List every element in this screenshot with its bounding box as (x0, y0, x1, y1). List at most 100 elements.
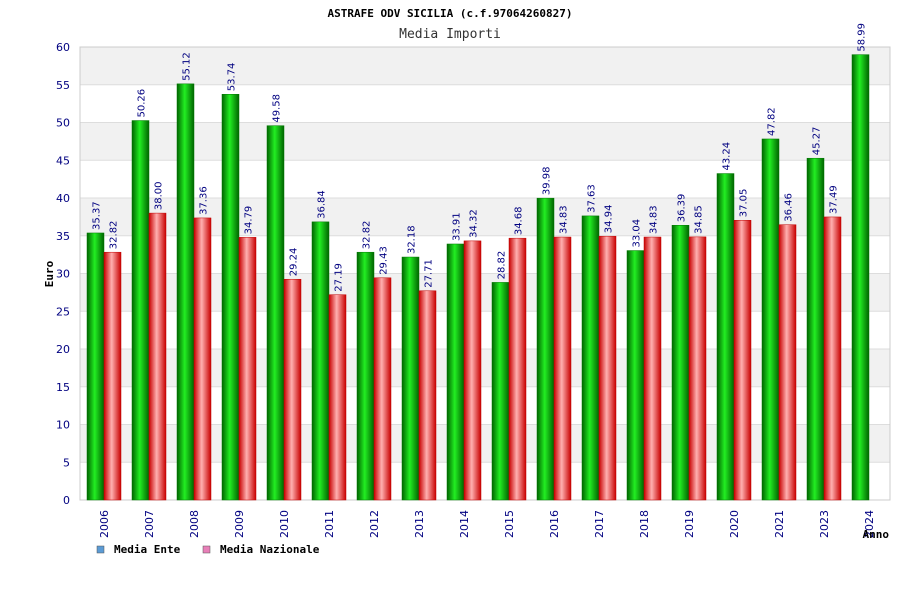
grid-band (80, 424, 890, 463)
grid-band (80, 273, 890, 312)
y-tick-label: 40 (56, 192, 70, 205)
chart-title: ASTRAFE ODV SICILIA (c.f.97064260827) (327, 7, 572, 20)
bar (536, 197, 555, 501)
bar (823, 216, 842, 501)
data-label: 47.82 (767, 107, 778, 136)
x-tick-label: 2013 (413, 510, 426, 538)
x-tick-label: 2012 (368, 510, 381, 538)
bar (356, 251, 375, 501)
data-label: 28.82 (497, 251, 508, 280)
bar (221, 94, 240, 501)
data-label: 36.84 (317, 190, 328, 219)
data-label: 37.05 (739, 189, 750, 218)
data-label: 34.83 (559, 205, 570, 234)
y-tick-label: 10 (56, 419, 70, 432)
legend-swatch (202, 545, 211, 554)
y-axis-label: Euro (43, 260, 56, 287)
x-tick-label: 2015 (503, 510, 516, 538)
bar (733, 220, 752, 501)
plot-frame (79, 46, 891, 501)
data-label: 36.39 (677, 194, 688, 223)
y-tick-label: 60 (56, 41, 70, 54)
bar (851, 54, 870, 501)
x-tick-label: 2017 (593, 510, 606, 538)
bar (418, 290, 437, 501)
bar (778, 224, 797, 501)
y-tick-label: 20 (56, 343, 70, 356)
data-label: 34.68 (514, 207, 525, 236)
bar (626, 250, 645, 501)
data-label: 34.83 (649, 205, 660, 234)
x-tick-label: 2023 (818, 510, 831, 538)
x-tick-label: 2010 (278, 510, 291, 538)
y-tick-label: 0 (63, 494, 70, 507)
data-label: 32.18 (407, 225, 418, 254)
data-label: 32.82 (362, 221, 373, 250)
data-label: 45.27 (812, 127, 823, 156)
data-label: 38.00 (154, 181, 165, 210)
x-tick-label: 2020 (728, 510, 741, 538)
bar (581, 215, 600, 501)
bar (148, 212, 167, 501)
data-label: 37.63 (587, 184, 598, 213)
x-tick-label: 2011 (323, 510, 336, 538)
bar (131, 120, 150, 501)
data-label: 29.43 (379, 246, 390, 275)
grid-band (80, 349, 890, 387)
y-tick-label: 15 (56, 381, 70, 394)
data-label: 33.04 (632, 219, 643, 248)
grid (79, 46, 891, 501)
bar (328, 294, 347, 501)
y-axis: 0 5 10 15 20 25 30 35 40 45 50 55 60 (56, 41, 70, 507)
data-label: 58.99 (857, 23, 868, 52)
legend-label: Media Ente (114, 543, 181, 556)
bar (266, 125, 285, 501)
bar (238, 237, 257, 501)
bar (761, 138, 780, 501)
bar (643, 236, 662, 501)
bar (806, 157, 825, 501)
data-label: 35.37 (92, 201, 103, 230)
data-label: 34.85 (694, 205, 705, 234)
data-label: 27.71 (424, 259, 435, 288)
data-label: 39.98 (542, 167, 553, 196)
bar (688, 236, 707, 501)
grid-band (80, 47, 890, 85)
x-tick-label: 2006 (98, 510, 111, 538)
y-tick-label: 55 (56, 79, 70, 92)
bar (446, 243, 465, 501)
y-tick-label: 25 (56, 305, 70, 318)
bar (671, 225, 690, 501)
grid-band (80, 122, 890, 161)
y-tick-label: 30 (56, 268, 70, 281)
data-label: 43.24 (722, 142, 733, 171)
bar (598, 235, 617, 501)
bar (508, 237, 527, 501)
x-tick-label: 2009 (233, 510, 246, 538)
y-tick-label: 50 (56, 117, 70, 130)
bar (311, 221, 330, 501)
data-label: 36.46 (784, 193, 795, 222)
x-tick-label: 2024 (863, 510, 876, 538)
bar (463, 240, 482, 501)
data-label: 29.24 (289, 248, 300, 277)
chart-subtitle: Media Importi (399, 27, 501, 42)
y-tick-label: 35 (56, 230, 70, 243)
data-label: 33.91 (452, 212, 463, 241)
data-label: 50.26 (137, 89, 148, 118)
bar (103, 251, 122, 501)
x-tick-label: 2018 (638, 510, 651, 538)
bar (283, 278, 302, 501)
legend-label: Media Nazionale (220, 543, 320, 556)
data-label: 34.32 (469, 209, 480, 238)
bar (491, 282, 510, 501)
bar (716, 173, 735, 501)
bar (193, 217, 212, 501)
x-axis-label: Anno (863, 528, 890, 541)
x-tick-label: 2016 (548, 510, 561, 538)
bar (401, 256, 420, 501)
bar (86, 232, 105, 501)
data-label: 34.79 (244, 206, 255, 235)
data-label: 37.36 (199, 186, 210, 215)
